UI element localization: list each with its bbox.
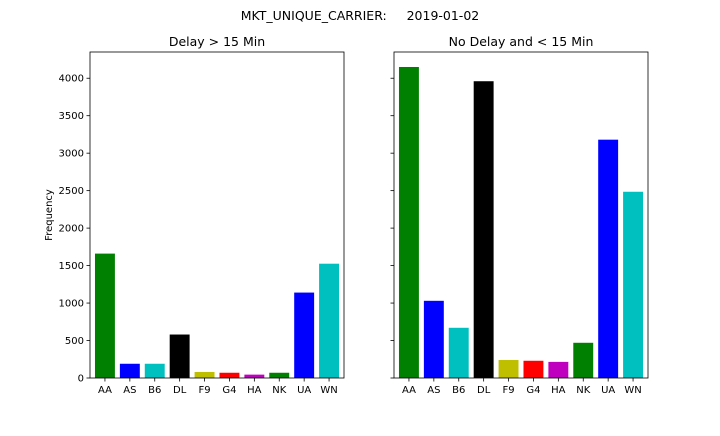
axes-frame-no-delay xyxy=(393,51,649,379)
ytick-label-delay-500: 500 xyxy=(65,336,84,347)
xtick-label-no-delay-aa: AA xyxy=(402,385,416,396)
bar-delay-nk xyxy=(269,372,290,378)
bar-no-delay-ua xyxy=(598,139,619,378)
xtick-label-delay-f9: F9 xyxy=(198,385,210,396)
xtick-label-delay-nk: NK xyxy=(272,385,286,396)
chart-delay-title: Delay > 15 Min xyxy=(169,34,265,49)
xtick-label-delay-ua: UA xyxy=(297,385,311,396)
bar-no-delay-nk xyxy=(573,342,594,378)
bar-no-delay-aa xyxy=(398,66,419,379)
bar-delay-as xyxy=(119,363,140,378)
bar-no-delay-dl xyxy=(473,81,494,378)
xtick-label-no-delay-wn: WN xyxy=(624,385,641,396)
ytick-label-delay-1500: 1500 xyxy=(59,261,84,272)
bar-delay-wn xyxy=(319,263,340,378)
xtick-label-delay-ha: HA xyxy=(247,385,262,396)
ytick-label-delay-4000: 4000 xyxy=(59,74,84,85)
bar-no-delay-wn xyxy=(623,191,644,378)
bar-no-delay-as xyxy=(423,300,444,378)
xtick-label-no-delay-ua: UA xyxy=(601,385,615,396)
bar-delay-b6 xyxy=(144,363,165,378)
xtick-label-no-delay-g4: G4 xyxy=(526,385,540,396)
bar-no-delay-f9 xyxy=(498,360,519,378)
chart-delay: Delay > 15 Min Frequency AA AS B6 DL F9 G4 HA N… xyxy=(44,34,345,396)
bar-delay-ua xyxy=(294,292,315,378)
ytick-label-delay-3000: 3000 xyxy=(59,149,84,160)
xtick-label-delay-dl: DL xyxy=(173,385,187,396)
ytick-label-delay-1000: 1000 xyxy=(59,299,84,310)
chart-no-delay: No Delay and < 15 Min AA AS B6 DL F9 G4 HA NK UA… xyxy=(390,34,649,396)
ytick-label-delay-0: 0 xyxy=(78,374,84,385)
axes-frame-delay xyxy=(89,51,345,379)
bar-delay-dl xyxy=(169,334,190,378)
xtick-label-no-delay-dl: DL xyxy=(477,385,491,396)
xtick-label-no-delay-nk: NK xyxy=(576,385,590,396)
xtick-label-delay-aa: AA xyxy=(98,385,112,396)
bar-delay-f9 xyxy=(194,372,215,378)
xtick-label-delay-b6: B6 xyxy=(148,385,161,396)
ytick-label-delay-2000: 2000 xyxy=(59,224,84,235)
bar-no-delay-ha xyxy=(548,361,569,378)
xtick-label-delay-g4: G4 xyxy=(222,385,236,396)
bar-delay-g4 xyxy=(219,372,240,378)
xtick-label-no-delay-as: AS xyxy=(427,385,440,396)
xtick-label-no-delay-ha: HA xyxy=(551,385,566,396)
xtick-label-no-delay-b6: B6 xyxy=(452,385,465,396)
figure-suptitle: MKT_UNIQUE_CARRIER: 2019-01-02 xyxy=(241,8,479,23)
bar-delay-aa xyxy=(94,253,115,378)
xtick-label-delay-wn: WN xyxy=(320,385,337,396)
bar-no-delay-g4 xyxy=(523,360,544,378)
bar-no-delay-b6 xyxy=(448,327,469,378)
xtick-label-no-delay-f9: F9 xyxy=(502,385,514,396)
ytick-label-delay-3500: 3500 xyxy=(59,111,84,122)
ytick-label-delay-2500: 2500 xyxy=(59,186,84,197)
bar-delay-ha xyxy=(244,374,265,378)
chart-delay-ylabel: Frequency xyxy=(44,189,55,241)
xtick-label-delay-as: AS xyxy=(123,385,136,396)
chart-no-delay-title: No Delay and < 15 Min xyxy=(449,34,594,49)
